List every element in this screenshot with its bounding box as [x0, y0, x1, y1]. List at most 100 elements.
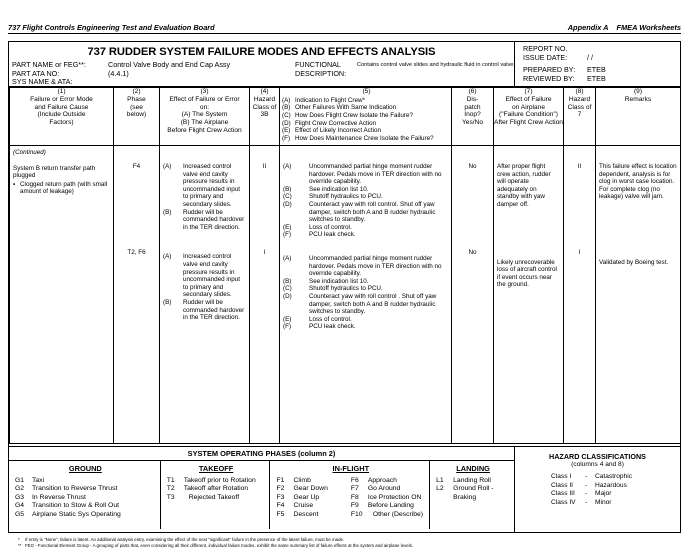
effect-key-b-row-1: (B): [163, 208, 172, 216]
continued-label: (Continued): [13, 149, 46, 156]
phase-item: G4 Transition to Stow & Roll Out: [15, 502, 156, 510]
column-number-4: (4): [260, 88, 269, 95]
cell-remarks-content: This failure effect is location dependen…: [596, 146, 680, 267]
legend-area: SYSTEM OPERATING PHASES (column 2) GROUN…: [9, 446, 680, 532]
crew-item: (B) See indication list 10.: [283, 278, 448, 286]
hazard-class-2-label: Hazardous: [595, 481, 627, 489]
phase-group-takeoff: TAKEOFF T1 Takeoff prior to Rotation T2 …: [161, 461, 271, 529]
hazard-3b-row-1: II: [262, 163, 267, 170]
phase-code-g2: G2: [15, 485, 25, 493]
phase-label-g2: Transition to Reverse Thrust: [32, 485, 118, 493]
crew-item: (B) See indication list 10.: [283, 186, 448, 194]
column-5-sub-item-a: (A) Indication to Flight Crew*: [282, 97, 451, 105]
phase-label-g3: In Reverse Thrust: [32, 493, 86, 501]
column-5-text-f: How Does Maintenance Crew Isolate the Fa…: [295, 134, 434, 142]
effect-key-a-row-1: (A): [163, 163, 172, 170]
column-title-9-line1: Remarks: [624, 95, 652, 103]
column-5-key-f: (F): [282, 134, 291, 142]
remarks-row-1: This failure effect is location dependen…: [599, 163, 677, 201]
column-title-8-line2: Class of: [567, 103, 592, 111]
phase-item: F7 Go Around: [351, 485, 425, 493]
column-header-1: (1) Failure or Error Mode and Failure Ca…: [9, 87, 114, 146]
crew-item: (C) Shutoff hydraulics to PCU.: [283, 285, 448, 293]
effect-text-b-row-1: Rudder will be commanded hardover in the…: [183, 208, 245, 231]
crew-item: (A) Uncommanded partial hinge moment rud…: [283, 255, 448, 278]
column-title-7-line3: ("Failure Condition"): [499, 111, 558, 119]
crew-key-a-row-1: (A): [283, 163, 292, 170]
column-5-key-c: (C): [282, 111, 291, 119]
column-title-6-line2: patch: [464, 103, 481, 111]
reviewed-by-row: REVIEWED BY: ETEB: [523, 74, 680, 83]
hazard-class-1-code: Class I: [551, 473, 572, 480]
effect-key-a-row-2: (A): [163, 253, 172, 261]
phase-group-header-ground: GROUND: [68, 464, 102, 473]
phase-code-g5: G5: [15, 510, 25, 518]
worksheet-label: FMEA Worksheets: [616, 23, 681, 32]
phase-code-f6: F6: [350, 477, 359, 484]
hazard-class-2-dash: -: [585, 481, 588, 489]
phase-item: F3 Gear Up: [276, 494, 350, 502]
report-no-label: REPORT NO.: [523, 44, 568, 53]
running-header-right: Appendix A FMEA Worksheets: [568, 23, 681, 32]
column-title-3-line5: Before Flight Crew Action: [167, 126, 242, 134]
phase-code-f9: F9: [350, 502, 359, 510]
crew-text-e-row-2: Loss of control.: [309, 315, 352, 323]
phase-item: F6 Approach: [351, 477, 425, 485]
hazard-class-2-code: Class II: [551, 481, 573, 489]
phase-label-f6: Approach: [367, 477, 397, 484]
column-number-3: (3): [200, 88, 209, 95]
crew-key-b-row-2: (B): [283, 277, 292, 285]
phase-item: F1 Climb: [276, 477, 350, 485]
effect-item: (B) Rudder will be commanded hardover in…: [163, 209, 246, 232]
phase-item: F2 Gear Down: [276, 485, 350, 493]
column-title-4-line3: 3B: [260, 111, 269, 119]
footnote-2-text: FEG - Functional Element Group - A group…: [25, 543, 414, 549]
phase-group-landing: LANDING L1 Landing Roll L2 Ground Roll -…: [430, 461, 514, 529]
phase-code-l2: L2: [436, 485, 444, 493]
crew-key-e-row-2: (E): [283, 315, 292, 323]
effect-text-a-row-1: Increased control valve end cavity press…: [183, 163, 241, 208]
crew-item: (E) Loss of control.: [283, 224, 448, 232]
table-header-row: (1) Failure or Error Mode and Failure Ca…: [9, 87, 681, 146]
column-title-4-line1: Hazard: [253, 95, 276, 103]
column-5-sub-item-c: (C) How Does Flight Crew Isolate the Fail…: [282, 112, 451, 120]
hazard-class-3-label: Major: [595, 490, 612, 498]
phase-label-f5: Descent: [293, 510, 319, 518]
column-title-8-line1: Hazard: [568, 95, 591, 103]
phase-label-l1: Landing Roll: [453, 477, 491, 484]
functional-label-line2: DESCRIPTION:: [295, 68, 347, 78]
phase-label-t2: Takeoff after Rotation: [183, 485, 249, 493]
crew-key-b-row-1: (B): [283, 185, 292, 193]
effect-text-b-row-2: Rudder will be commanded hardover in the…: [183, 298, 245, 322]
column-5-key-a: (A): [282, 96, 291, 104]
issue-date-value: / /: [587, 53, 593, 62]
crew-key-c-row-2: (C): [283, 285, 292, 293]
dispatch-inop-row-2: No: [468, 248, 477, 256]
footnote-2: ** FEG - Functional Element Group - A gr…: [18, 543, 678, 549]
crew-text-c-row-2: Shutoff hydraulics to PCU.: [309, 285, 383, 293]
phase-code-g1: G1: [15, 477, 25, 484]
column-5-sub-item-e: (E) Effect of Likely Incorrect Action: [282, 127, 451, 135]
phase-code-g3: G3: [15, 493, 25, 501]
phase-item: G2 Transition to Reverse Thrust: [15, 485, 156, 493]
crew-item: (F) PCU leak check.: [283, 231, 448, 239]
phase-label-f8: Ice Protection ON: [367, 493, 422, 501]
phase-code-g4: G4: [15, 502, 25, 510]
column-title-3-line1: Effect of Failure or Error: [169, 95, 240, 103]
hazard-class-4-code: Class IV: [551, 498, 576, 506]
column-number-6: (6): [468, 88, 477, 95]
phase-group-ground: GROUND G1 Taxi G2 Transition to Reverse …: [9, 461, 161, 529]
hazard-class-1-dash: -: [585, 473, 588, 480]
phase-label-f1: Climb: [293, 477, 311, 484]
phase-group-header-inflight: IN-FLIGHT: [332, 464, 370, 473]
effect-after-row-2: Likely unrecoverable loss of aircraft co…: [497, 258, 557, 289]
column-title-4-line2: Class of: [252, 103, 277, 111]
functional-description-text: Contains control valve slides and hydrau…: [357, 62, 515, 68]
column-number-1: (1): [57, 88, 66, 95]
part-name-label: PART NAME or FEG**:: [12, 60, 86, 69]
phase-code-f1: F1: [276, 477, 285, 484]
effect-item: (A) Increased control valve end cavity p…: [163, 163, 246, 209]
crew-text-a-row-2: Uncommanded partial hinge moment rudder …: [309, 254, 442, 278]
cell-crew-actions-content: (A) Uncommanded partial hinge moment rud…: [280, 146, 451, 331]
hazard-3b-row-2: I: [263, 248, 266, 256]
